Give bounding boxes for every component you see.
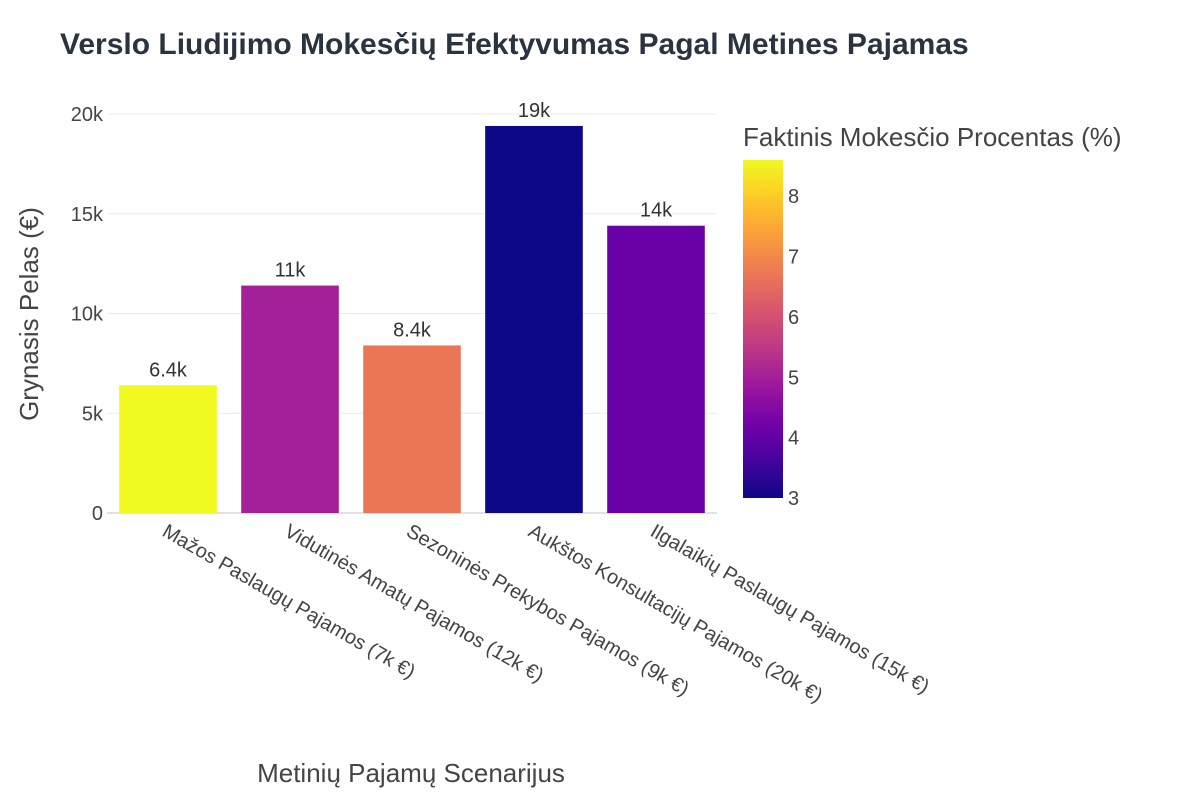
- colorbar-tick-label: 3: [788, 488, 799, 510]
- x-ticks: Mažos Paslaugų Pajamos (7k €)Vidutinės A…: [159, 520, 933, 707]
- colorbar-ticks: 3 4 5 6 7 8: [788, 186, 799, 510]
- bar[interactable]: [363, 345, 461, 513]
- bar[interactable]: [485, 125, 583, 513]
- x-axis-title: Metinių Pajamų Scenarijus: [257, 758, 565, 788]
- bar[interactable]: [119, 385, 217, 513]
- bar[interactable]: [241, 285, 339, 513]
- labels-layer: 6.4k 11k 8.4k 19k 14k: [149, 100, 673, 381]
- y-tick-label: 10k: [71, 304, 104, 326]
- bar-value-label: 19k: [518, 100, 551, 122]
- colorbar-gradient: [743, 160, 783, 498]
- x-tick-label: Mažos Paslaugų Pajamos (7k €): [159, 520, 419, 683]
- bar-value-label: 6.4k: [149, 359, 188, 381]
- y-tick-label: 20k: [71, 104, 104, 126]
- colorbar-title: Faktinis Mokesčio Procentas (%): [743, 122, 1122, 152]
- colorbar-tick-label: 6: [788, 307, 799, 329]
- y-tick-label: 5k: [82, 403, 104, 425]
- y-ticks: 0 5k 10k 15k 20k: [71, 104, 104, 525]
- colorbar: Faktinis Mokesčio Procentas (%) 3 4 5 6 7 8: [743, 122, 1122, 510]
- chart-title: Verslo Liudijimo Mokesčių Efektyvumas Pa…: [60, 28, 969, 61]
- colorbar-tick-label: 4: [788, 428, 799, 450]
- bar[interactable]: [607, 225, 705, 513]
- colorbar-tick-label: 5: [788, 367, 799, 389]
- colorbar-tick-label: 8: [788, 186, 799, 208]
- bar-value-label: 8.4k: [393, 319, 432, 341]
- y-tick-label: 15k: [71, 204, 104, 226]
- y-tick-label: 0: [92, 503, 103, 525]
- bar-value-label: 14k: [640, 200, 673, 222]
- y-axis-title: Grynasis Pelas (€): [14, 207, 44, 421]
- colorbar-tick-label: 7: [788, 247, 799, 269]
- bar-value-label: 11k: [275, 260, 307, 282]
- bars-layer: [119, 125, 705, 513]
